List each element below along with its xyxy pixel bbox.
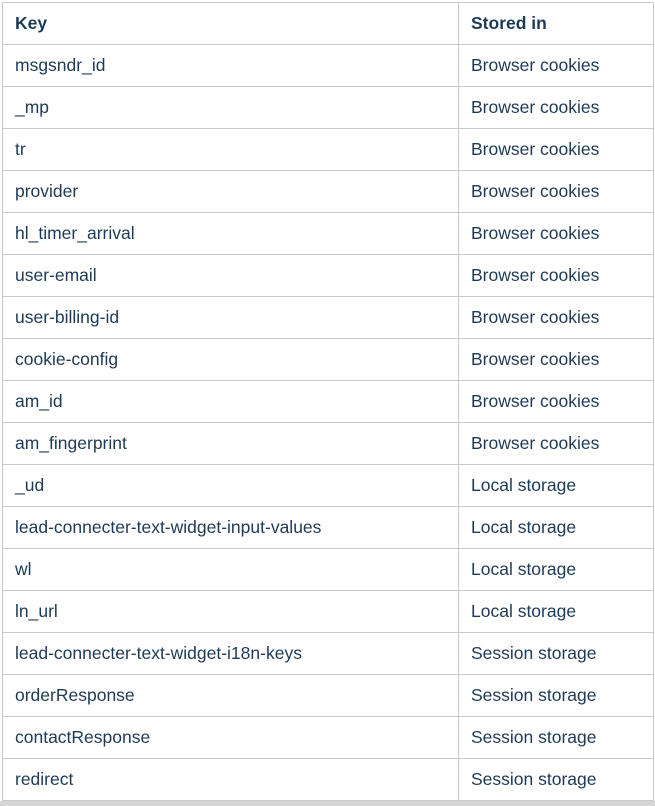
table-row: hl_timer_arrival Browser cookies — [2, 212, 654, 255]
stored-in-cell: Browser cookies — [458, 170, 654, 213]
key-cell: user-email — [2, 254, 459, 297]
stored-in-cell: Browser cookies — [458, 338, 654, 381]
table-row: am_fingerprint Browser cookies — [2, 422, 654, 465]
stored-in-cell: Session storage — [458, 758, 654, 801]
table-header: Key Stored in — [2, 2, 654, 45]
key-cell: wl — [2, 548, 459, 591]
table-row: lead-connecter-text-widget-i18n-keys Sess… — [2, 632, 654, 675]
key-cell: _mp — [2, 86, 459, 129]
stored-in-cell: Browser cookies — [458, 128, 654, 171]
table-row: user-email Browser cookies — [2, 254, 654, 297]
key-cell: user-billing-id — [2, 296, 459, 339]
table-body: msgsndr_id Browser cookies _mp Browser cook… — [2, 44, 654, 801]
stored-in-cell: Local storage — [458, 464, 654, 507]
stored-in-cell: Browser cookies — [458, 422, 654, 465]
stored-in-cell: Browser cookies — [458, 380, 654, 423]
stored-in-cell: Browser cookies — [458, 212, 654, 255]
key-cell: msgsndr_id — [2, 44, 459, 87]
table-row: provider Browser cookies — [2, 170, 654, 213]
stored-in-cell: Local storage — [458, 590, 654, 633]
stored-in-cell: Browser cookies — [458, 44, 654, 87]
table-row: msgsndr_id Browser cookies — [2, 44, 654, 87]
table-row: lead-connecter-text-widget-input-values L… — [2, 506, 654, 549]
header-row: Key Stored in — [2, 2, 654, 45]
key-cell: contactResponse — [2, 716, 459, 759]
table-row: _mp Browser cookies — [2, 86, 654, 129]
table-row: tr Browser cookies — [2, 128, 654, 171]
stored-in-cell: Browser cookies — [458, 296, 654, 339]
stored-in-cell: Local storage — [458, 548, 654, 591]
table-row: orderResponse Session storage — [2, 674, 654, 717]
table-row: ln_url Local storage — [2, 590, 654, 633]
table-row: contactResponse Session storage — [2, 716, 654, 759]
bottom-edge-strip — [0, 801, 655, 806]
key-cell: am_fingerprint — [2, 422, 459, 465]
table-row: _ud Local storage — [2, 464, 654, 507]
key-cell: orderResponse — [2, 674, 459, 717]
stored-in-cell: Local storage — [458, 506, 654, 549]
column-header-key: Key — [2, 2, 459, 45]
key-cell: lead-connecter-text-widget-i18n-keys — [2, 632, 459, 675]
stored-in-cell: Browser cookies — [458, 254, 654, 297]
key-cell: redirect — [2, 758, 459, 801]
stored-in-cell: Session storage — [458, 674, 654, 717]
key-cell: am_id — [2, 380, 459, 423]
key-cell: _ud — [2, 464, 459, 507]
stored-in-cell: Browser cookies — [458, 86, 654, 129]
key-cell: lead-connecter-text-widget-input-values — [2, 506, 459, 549]
column-header-stored-in: Stored in — [458, 2, 654, 45]
key-cell: cookie-config — [2, 338, 459, 381]
table-row: am_id Browser cookies — [2, 380, 654, 423]
stored-in-cell: Session storage — [458, 716, 654, 759]
key-cell: ln_url — [2, 590, 459, 633]
table-row: user-billing-id Browser cookies — [2, 296, 654, 339]
key-cell: hl_timer_arrival — [2, 212, 459, 255]
table-row: redirect Session storage — [2, 758, 654, 801]
stored-in-cell: Session storage — [458, 632, 654, 675]
table-row: wl Local storage — [2, 548, 654, 591]
table-row: cookie-config Browser cookies — [2, 338, 654, 381]
key-cell: provider — [2, 170, 459, 213]
key-cell: tr — [2, 128, 459, 171]
